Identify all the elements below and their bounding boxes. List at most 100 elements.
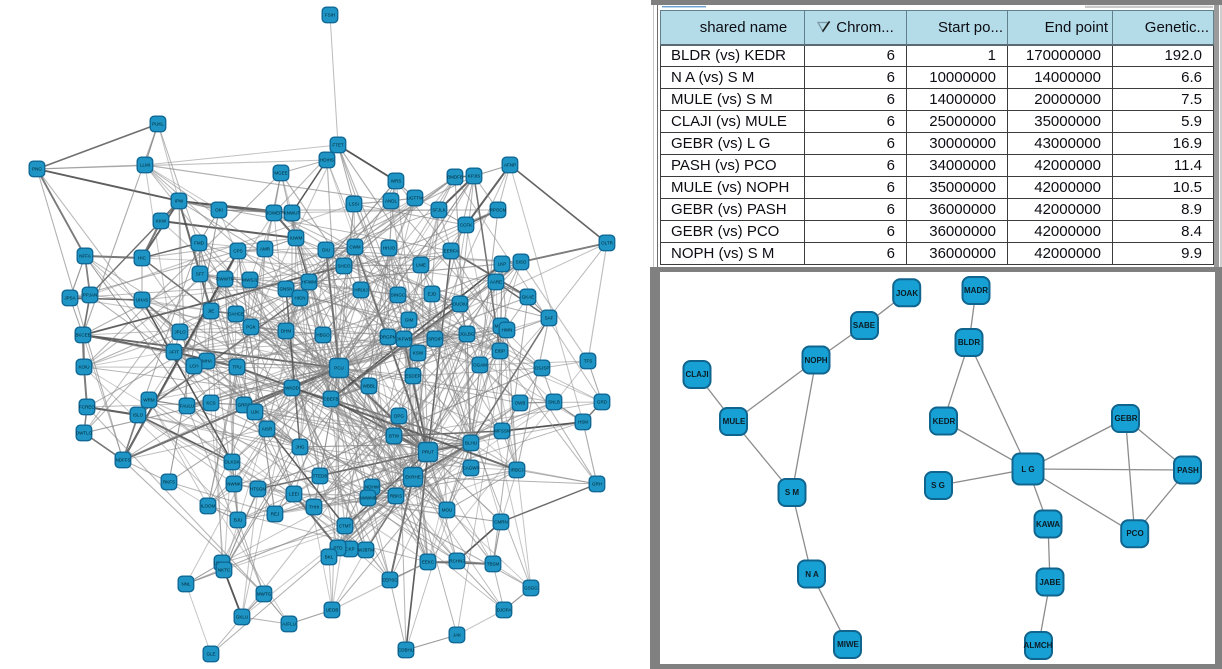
- svg-text:JPLO: JPLO: [174, 330, 186, 335]
- svg-text:ANDL: ANDL: [385, 199, 398, 204]
- svg-text:NKTC: NKTC: [218, 568, 231, 573]
- svg-text:S M: S M: [785, 488, 800, 497]
- svg-text:NDHW: NDHW: [365, 485, 380, 490]
- svg-text:CTMT: CTMT: [339, 524, 352, 529]
- svg-text:JGLBG: JGLBG: [460, 332, 475, 337]
- svg-text:L G: L G: [1021, 465, 1034, 474]
- svg-text:UGTTW: UGTTW: [407, 196, 424, 201]
- svg-text:OWB: OWB: [515, 401, 526, 406]
- svg-text:BLDR: BLDR: [958, 338, 980, 347]
- svg-text:SRDIP: SRDIP: [428, 337, 442, 342]
- svg-text:MWTG: MWTG: [257, 592, 272, 597]
- svg-text:EERFA: EERFA: [444, 249, 459, 254]
- svg-text:WRM: WRM: [143, 398, 154, 403]
- svg-text:SHCO: SHCO: [337, 264, 351, 269]
- svg-text:GRD: GRD: [597, 400, 608, 405]
- svg-text:DWTLO: DWTLO: [76, 431, 93, 436]
- svg-text:PTD: PTD: [334, 546, 344, 551]
- svg-text:CCFK: CCFK: [460, 223, 472, 228]
- svg-text:GLE: GLE: [206, 652, 215, 657]
- svg-text:AJFLU: AJFLU: [282, 622, 296, 627]
- svg-text:WKDD: WKDD: [285, 386, 299, 391]
- svg-text:HDIHS: HDIHS: [320, 158, 334, 163]
- svg-text:JAK: JAK: [453, 633, 461, 638]
- svg-text:IUWM: IUWM: [290, 236, 303, 241]
- svg-text:JKFWB: JKFWB: [396, 337, 411, 342]
- svg-text:BJU: BJU: [234, 518, 243, 523]
- svg-text:PGK: PGK: [246, 325, 256, 330]
- svg-text:LEEI: LEEI: [289, 492, 299, 497]
- svg-text:KAWA: KAWA: [1036, 520, 1060, 529]
- svg-text:OKI: OKI: [215, 208, 223, 213]
- svg-text:GEBR: GEBR: [1114, 414, 1137, 423]
- svg-text:WRS: WRS: [391, 179, 402, 184]
- svg-text:SNLB: SNLB: [548, 400, 560, 405]
- svg-text:JIE: JIE: [208, 309, 215, 314]
- svg-text:OLTR: OLTR: [601, 241, 613, 246]
- svg-text:GKAE: GKAE: [522, 295, 535, 300]
- svg-text:IPW: IPW: [175, 199, 184, 204]
- svg-text:DHM: DHM: [281, 329, 291, 334]
- svg-text:ESDEP: ESDEP: [405, 374, 420, 379]
- svg-text:CKP: CKP: [345, 547, 354, 552]
- svg-text:HTSGM: HTSGM: [250, 487, 267, 492]
- svg-text:GRH: GRH: [592, 482, 602, 487]
- svg-text:WJBTM: WJBTM: [358, 548, 374, 553]
- svg-text:IRBCJ: IRBCJ: [510, 468, 523, 473]
- svg-text:NFFA: NFFA: [79, 254, 91, 259]
- svg-text:AARE: AARE: [490, 280, 502, 285]
- svg-text:BKCEB: BKCEB: [75, 333, 90, 338]
- svg-text:UJK: UJK: [251, 410, 260, 415]
- svg-text:CDBHU: CDBHU: [398, 648, 414, 653]
- svg-text:SABE: SABE: [853, 321, 876, 330]
- svg-text:KNWUT: KNWUT: [284, 211, 301, 216]
- svg-text:DRGPM: DRGPM: [380, 335, 397, 340]
- svg-text:UEOB: UEOB: [326, 608, 339, 613]
- svg-text:SISO: SISO: [516, 260, 527, 265]
- svg-text:DIU: DIU: [322, 248, 330, 253]
- svg-text:NOPH: NOPH: [804, 356, 827, 365]
- svg-text:PCU: PCU: [334, 366, 344, 371]
- svg-text:JOAK: JOAK: [896, 289, 918, 298]
- svg-text:KEDR: KEDR: [933, 417, 956, 426]
- svg-text:NDFFS: NDFFS: [116, 458, 131, 463]
- svg-text:EKRHE: EKRHE: [405, 475, 421, 480]
- svg-text:GIM: GIM: [405, 318, 414, 323]
- svg-text:HFWM: HFWM: [302, 280, 316, 285]
- svg-text:MULE: MULE: [723, 417, 746, 426]
- svg-text:LCH: LCH: [189, 364, 198, 369]
- svg-text:TTEDB: TTEDB: [313, 474, 328, 479]
- svg-text:TPU: TPU: [233, 365, 242, 370]
- svg-text:EEPSG: EEPSG: [382, 578, 398, 583]
- svg-text:BMDFB: BMDFB: [447, 175, 463, 180]
- svg-text:OGAM: OGAM: [473, 363, 487, 368]
- svg-text:NNL: NNL: [181, 582, 190, 587]
- svg-text:WBBL: WBBL: [363, 384, 376, 389]
- svg-text:AWWMB: AWWMB: [359, 496, 377, 501]
- svg-text:BTW: BTW: [389, 434, 400, 439]
- svg-text:OSJSP: OSJSP: [535, 366, 550, 371]
- svg-text:DJOPA: DJOPA: [497, 608, 512, 613]
- svg-text:LSSI: LSSI: [349, 202, 359, 207]
- svg-text:GKLU: GKLU: [236, 615, 248, 620]
- svg-text:AMR: AMR: [260, 247, 271, 252]
- svg-text:BKL: BKL: [325, 555, 334, 560]
- svg-text:SFT: SFT: [196, 272, 205, 277]
- svg-text:MADR: MADR: [964, 286, 988, 295]
- svg-text:FMD: FMD: [194, 241, 204, 246]
- svg-text:PNG: PNG: [32, 167, 42, 172]
- svg-text:HSM: HSM: [578, 420, 588, 425]
- svg-text:HBGO: HBGO: [316, 333, 330, 338]
- svg-text:HICN: HICN: [295, 296, 306, 301]
- svg-text:CPS: CPS: [233, 249, 242, 254]
- svg-text:HRUIJ: HRUIJ: [354, 288, 367, 293]
- svg-text:KKW: KKW: [156, 219, 167, 224]
- svg-text:N A: N A: [805, 570, 819, 579]
- svg-text:SAF: SAF: [545, 316, 554, 321]
- svg-text:EEKC: EEKC: [422, 560, 435, 565]
- svg-text:JOWEF: JOWEF: [266, 211, 282, 216]
- svg-text:ILOOM: ILOOM: [201, 504, 216, 509]
- svg-text:BLHU: BLHU: [465, 441, 477, 446]
- svg-text:EIBP: EIBP: [495, 349, 505, 354]
- svg-text:OWWTN: OWWTN: [216, 277, 234, 282]
